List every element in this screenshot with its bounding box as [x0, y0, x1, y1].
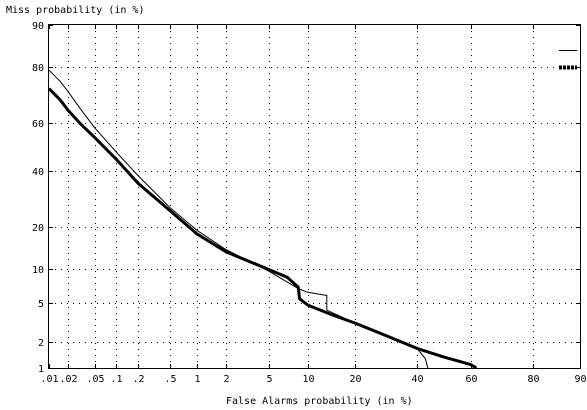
x-tick-label: .2: [132, 374, 144, 385]
y-tick-label: 10: [32, 265, 44, 276]
series-line-1: [49, 69, 429, 368]
y-tick-label: 40: [32, 167, 44, 178]
y-tick-label: 20: [32, 223, 44, 234]
x-tick-label: .05: [86, 374, 104, 385]
y-tick-label: 60: [32, 119, 44, 130]
x-tick-label: 1: [194, 374, 200, 385]
x-tick-label: 40: [411, 374, 423, 385]
legend: [559, 50, 577, 70]
y-tick-label: 5: [38, 299, 44, 310]
y-tick-label: 1: [38, 364, 44, 375]
series-line-2: [49, 87, 478, 368]
x-axis-ticks: .01.02 .05 .1 .2 .5 1 2 5 10 20 40 60 80 90: [40, 25, 587, 385]
y-tick-label: 90: [32, 21, 44, 32]
x-tick-label: .5: [164, 374, 176, 385]
y-tick-label: 2: [38, 338, 44, 349]
series-layer: [49, 69, 478, 368]
x-tick-label: .02: [59, 374, 77, 385]
x-tick-label: 20: [349, 374, 361, 385]
x-tick-label: 60: [465, 374, 477, 385]
x-tick-label: 10: [302, 374, 314, 385]
x-tick-label: 5: [266, 374, 272, 385]
x-tick-label: .01: [40, 374, 58, 385]
x-tick-label: 90: [574, 374, 586, 385]
y-axis-ticks: 1 2 5 10 20 40 60 80 90: [32, 21, 580, 375]
x-tick-label: 2: [223, 374, 229, 385]
y-axis-title: Miss probability (in %): [6, 5, 144, 16]
y-tick-label: 80: [32, 63, 44, 74]
plot-frame: [48, 24, 581, 369]
x-axis-title: False Alarms probability (in %): [226, 396, 413, 407]
grid: [49, 25, 580, 368]
x-tick-label: .1: [110, 374, 122, 385]
x-tick-label: 80: [527, 374, 539, 385]
